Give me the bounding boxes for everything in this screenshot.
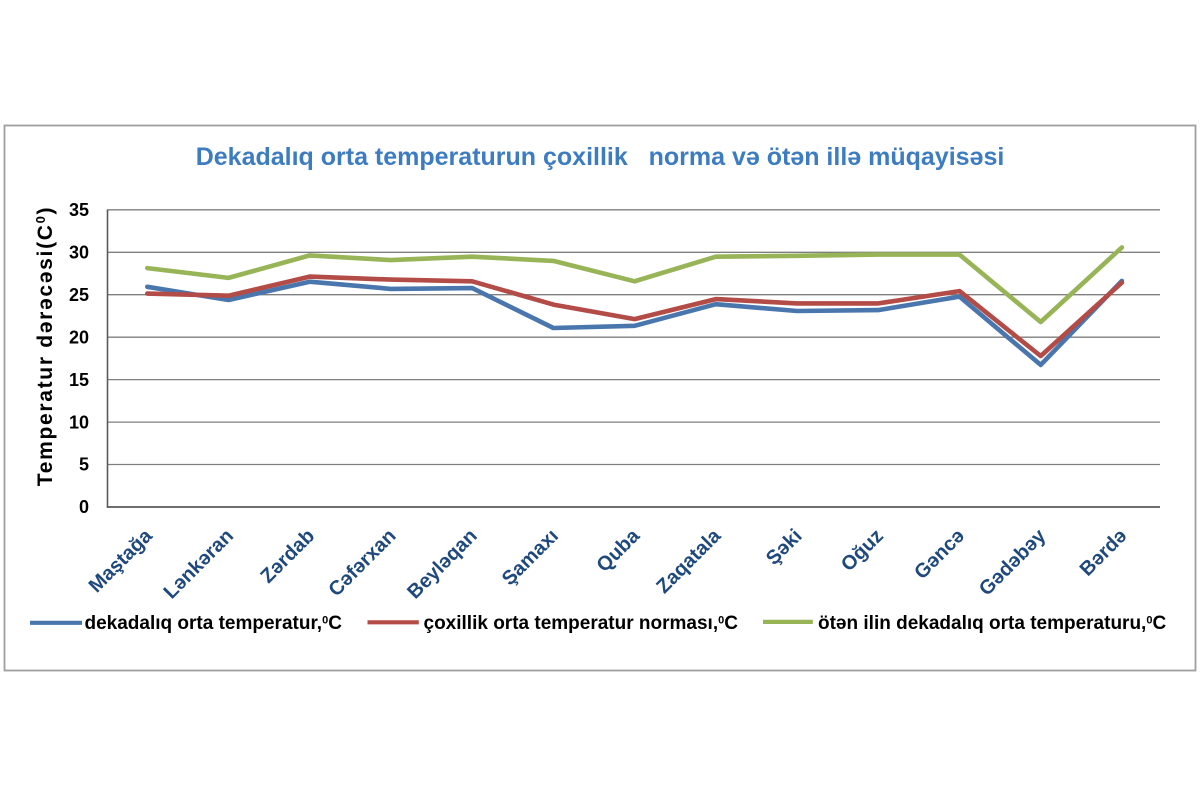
svg-text:5: 5	[79, 455, 89, 475]
svg-text:0: 0	[79, 497, 89, 517]
svg-text:Temperatur dərəcəsi(C0): Temperatur dərəcəsi(C0)	[33, 206, 57, 487]
svg-text:25: 25	[69, 285, 89, 305]
svg-text:çoxillik orta temperatur norma: çoxillik orta temperatur norması,0C	[424, 613, 739, 634]
svg-text:35: 35	[69, 200, 89, 220]
svg-text:ötən ilin dekadalıq orta tempe: ötən ilin dekadalıq orta temperaturu,0C	[818, 613, 1166, 634]
svg-text:dekadalıq orta temperatur,0C: dekadalıq orta temperatur,0C	[85, 613, 343, 634]
svg-text:Dekadalıq orta temperaturun ço: Dekadalıq orta temperaturun çoxillik nor…	[196, 143, 1005, 171]
svg-text:10: 10	[69, 412, 89, 432]
svg-text:15: 15	[69, 370, 89, 390]
svg-text:30: 30	[69, 243, 89, 263]
svg-text:20: 20	[69, 327, 89, 347]
